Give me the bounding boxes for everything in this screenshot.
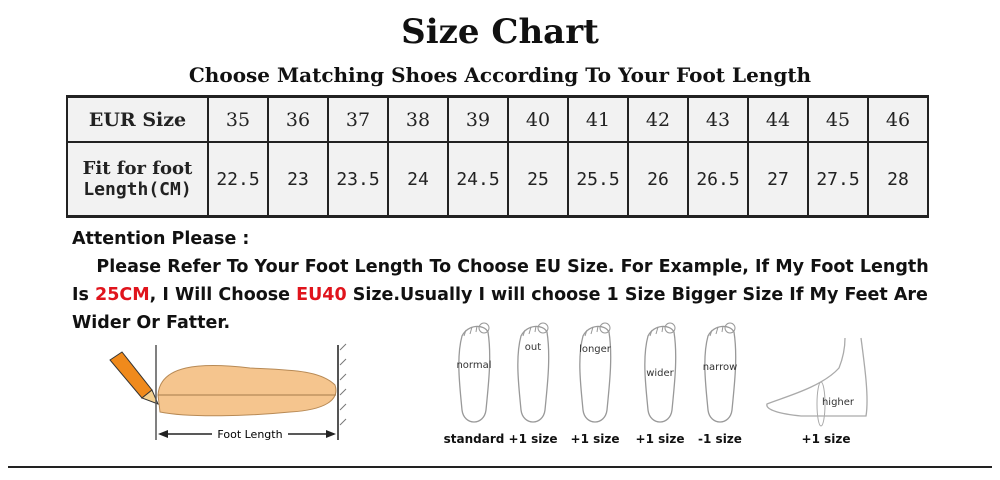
- text-part: Size.Usually I will choose 1 Size Bigger…: [72, 285, 928, 333]
- size-cell: 36: [267, 95, 329, 143]
- foot-length-label: Foot Length: [217, 428, 282, 441]
- size-cell: 37: [327, 95, 389, 143]
- foot-type-label: longer: [579, 344, 611, 355]
- foot-outline-icon: [517, 322, 550, 423]
- foot-type-label: narrow: [702, 362, 738, 373]
- length-cell: 23.5: [327, 141, 389, 218]
- fit-line2: Length(CM): [83, 179, 192, 200]
- size-cell: 44: [747, 95, 809, 143]
- attention-heading: Attention Please :: [72, 229, 250, 249]
- highlight-foot-length: 25CM: [95, 285, 150, 305]
- attention-text: Please Refer To Your Foot Length To Choo…: [72, 253, 932, 337]
- length-cell: 26: [627, 141, 689, 218]
- size-cell: 40: [507, 95, 569, 143]
- foot-outline-icon: [704, 322, 737, 423]
- foot-type-caption: +1 size: [508, 432, 558, 446]
- highlight-eu-size: EU40: [296, 285, 347, 305]
- size-cell: 41: [567, 95, 629, 143]
- length-cell: 28: [867, 141, 929, 218]
- foot-type-label: out: [524, 342, 542, 353]
- foot-type-caption: +1 size: [801, 432, 851, 446]
- foot-measure-illustration: Foot Length: [109, 343, 347, 442]
- eur-size-header: EUR Size: [66, 95, 209, 143]
- length-cell: 24: [387, 141, 449, 218]
- length-cell: 27: [747, 141, 809, 218]
- pencil-icon: [109, 351, 159, 405]
- length-cell: 26.5: [687, 141, 749, 218]
- foot-type-caption: +1 size: [635, 432, 685, 446]
- text-part: , I Will Choose: [149, 285, 297, 305]
- length-cell: 27.5: [807, 141, 869, 218]
- length-cell: 22.5: [207, 141, 269, 218]
- size-table: EUR Size 35 36 37 38 39 40 41 42 43 44 45 46 Fit for…: [66, 95, 929, 218]
- size-cell: 45: [807, 95, 869, 143]
- foot-type-label: wider: [646, 368, 674, 379]
- foot-type-caption: -1 size: [698, 432, 742, 446]
- foot-type-caption: +1 size: [570, 432, 620, 446]
- foot-outline-icon: [644, 322, 677, 423]
- length-cell: 25: [507, 141, 569, 218]
- size-cell: 46: [867, 95, 929, 143]
- bottom-divider: [8, 466, 992, 468]
- size-cell: 43: [687, 95, 749, 143]
- foot-outline-icon: [579, 322, 612, 423]
- foot-type-label: normal: [456, 360, 492, 371]
- foot-type-label: higher: [821, 397, 855, 408]
- foot-outline-icon: [766, 337, 868, 427]
- foot-length-header: Fit for foot Length(CM): [66, 141, 209, 218]
- page-title: Size Chart: [401, 12, 599, 52]
- length-cell: 24.5: [447, 141, 509, 218]
- subtitle: Choose Matching Shoes According To Your …: [188, 63, 812, 87]
- foot-type-caption: standard: [443, 432, 505, 446]
- text-part: Please Refer To Your Foot Length To Choo…: [72, 257, 929, 305]
- size-cell: 39: [447, 95, 509, 143]
- length-cell: 25.5: [567, 141, 629, 218]
- fit-line1: Fit for foot: [82, 158, 193, 179]
- length-cell: 23: [267, 141, 329, 218]
- size-cell: 38: [387, 95, 449, 143]
- size-cell: 42: [627, 95, 689, 143]
- size-cell: 35: [207, 95, 269, 143]
- foot-outline-icon: [458, 322, 491, 423]
